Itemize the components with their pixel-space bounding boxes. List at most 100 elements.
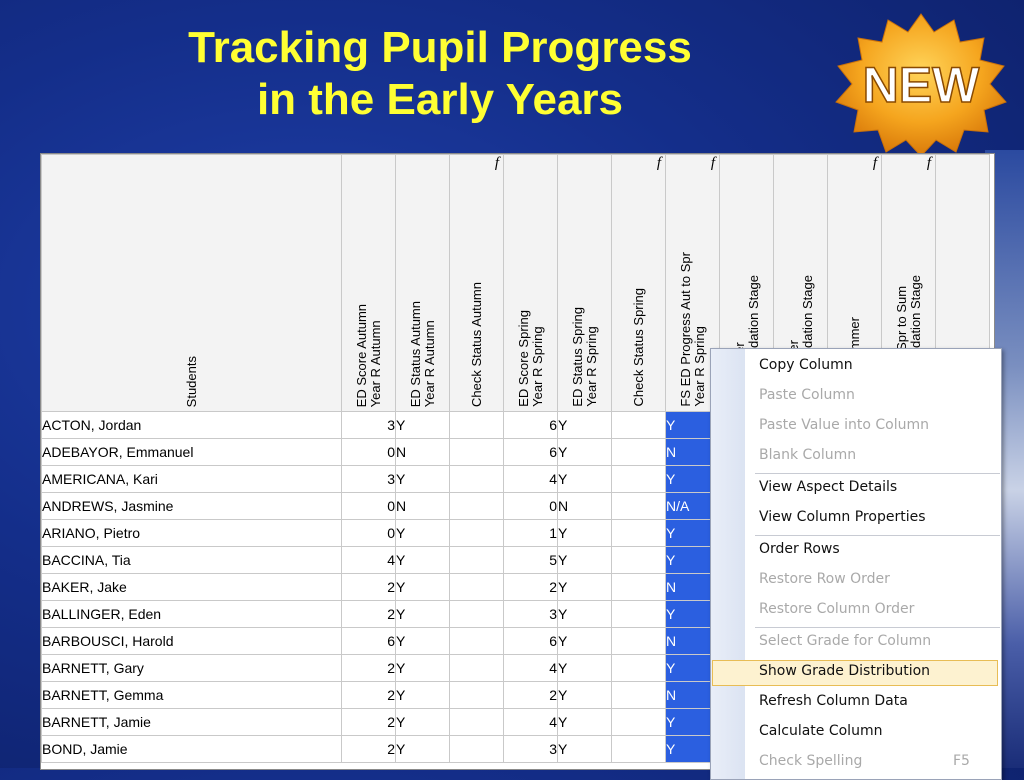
- autumn-status-cell[interactable]: Y: [395, 411, 450, 439]
- spring-status-cell[interactable]: Y: [557, 519, 612, 547]
- student-name-cell[interactable]: BARBOUSCI, Harold: [41, 627, 342, 655]
- spring-status-cell[interactable]: Y: [557, 627, 612, 655]
- student-name-cell[interactable]: ADEBAYOR, Emmanuel: [41, 438, 342, 466]
- column-header[interactable]: ED Status Spring Year R Spring: [557, 154, 612, 412]
- menu-item-restore-column-order[interactable]: Restore Column Order: [759, 601, 915, 617]
- spring-check-cell[interactable]: [611, 438, 666, 466]
- spring-check-cell[interactable]: [611, 492, 666, 520]
- autumn-score-cell[interactable]: 2: [341, 600, 396, 628]
- autumn-status-cell[interactable]: Y: [395, 708, 450, 736]
- spring-status-cell[interactable]: Y: [557, 465, 612, 493]
- spring-score-cell[interactable]: 2: [503, 681, 558, 709]
- menu-item-blank-column[interactable]: Blank Column: [759, 447, 857, 463]
- autumn-score-cell[interactable]: 2: [341, 681, 396, 709]
- menu-item-copy-column[interactable]: Copy Column: [759, 357, 853, 373]
- autumn-check-cell[interactable]: [449, 519, 504, 547]
- spring-score-cell[interactable]: 6: [503, 438, 558, 466]
- autumn-status-cell[interactable]: Y: [395, 573, 450, 601]
- autumn-status-cell[interactable]: Y: [395, 735, 450, 763]
- student-name-cell[interactable]: BAKER, Jake: [41, 573, 342, 601]
- autumn-score-cell[interactable]: 0: [341, 492, 396, 520]
- autumn-check-cell[interactable]: [449, 654, 504, 682]
- autumn-score-cell[interactable]: 2: [341, 654, 396, 682]
- spring-score-cell[interactable]: 4: [503, 654, 558, 682]
- student-name-cell[interactable]: BARNETT, Jamie: [41, 708, 342, 736]
- spring-check-cell[interactable]: [611, 411, 666, 439]
- autumn-check-cell[interactable]: [449, 465, 504, 493]
- spring-check-cell[interactable]: [611, 600, 666, 628]
- spring-score-cell[interactable]: 3: [503, 600, 558, 628]
- autumn-check-cell[interactable]: [449, 438, 504, 466]
- column-header[interactable]: ED Status Autumn Year R Autumn: [395, 154, 450, 412]
- autumn-check-cell[interactable]: [449, 492, 504, 520]
- menu-item-select-grade[interactable]: Select Grade for Column: [759, 633, 932, 649]
- autumn-check-cell[interactable]: [449, 681, 504, 709]
- column-header[interactable]: ED Score Autumn Year R Autumn: [341, 154, 396, 412]
- autumn-status-cell[interactable]: Y: [395, 519, 450, 547]
- autumn-check-cell[interactable]: [449, 573, 504, 601]
- spring-score-cell[interactable]: 0: [503, 492, 558, 520]
- autumn-score-cell[interactable]: 3: [341, 411, 396, 439]
- spring-score-cell[interactable]: 1: [503, 519, 558, 547]
- spring-status-cell[interactable]: Y: [557, 411, 612, 439]
- spring-status-cell[interactable]: Y: [557, 600, 612, 628]
- spring-check-cell[interactable]: [611, 573, 666, 601]
- spring-score-cell[interactable]: 5: [503, 546, 558, 574]
- autumn-score-cell[interactable]: 6: [341, 627, 396, 655]
- column-header[interactable]: ED Score Spring Year R Spring: [503, 154, 558, 412]
- autumn-score-cell[interactable]: 2: [341, 735, 396, 763]
- autumn-score-cell[interactable]: 2: [341, 573, 396, 601]
- autumn-score-cell[interactable]: 4: [341, 546, 396, 574]
- spring-check-cell[interactable]: [611, 654, 666, 682]
- menu-item-restore-row-order[interactable]: Restore Row Order: [759, 571, 890, 587]
- spring-status-cell[interactable]: Y: [557, 438, 612, 466]
- autumn-status-cell[interactable]: Y: [395, 465, 450, 493]
- autumn-score-cell[interactable]: 3: [341, 465, 396, 493]
- spring-status-cell[interactable]: N: [557, 492, 612, 520]
- autumn-check-cell[interactable]: [449, 411, 504, 439]
- autumn-status-cell[interactable]: N: [395, 492, 450, 520]
- autumn-check-cell[interactable]: [449, 735, 504, 763]
- student-name-cell[interactable]: BOND, Jamie: [41, 735, 342, 763]
- spring-status-cell[interactable]: Y: [557, 546, 612, 574]
- student-name-cell[interactable]: BARNETT, Gary: [41, 654, 342, 682]
- spring-check-cell[interactable]: [611, 735, 666, 763]
- spring-score-cell[interactable]: 6: [503, 411, 558, 439]
- autumn-status-cell[interactable]: Y: [395, 600, 450, 628]
- spring-score-cell[interactable]: 4: [503, 708, 558, 736]
- spring-status-cell[interactable]: Y: [557, 681, 612, 709]
- menu-item-show-grade-distribution[interactable]: Show Grade Distribution: [759, 663, 931, 679]
- student-name-cell[interactable]: ANDREWS, Jasmine: [41, 492, 342, 520]
- menu-item-check-spelling[interactable]: Check Spelling F5: [759, 750, 970, 772]
- autumn-status-cell[interactable]: Y: [395, 654, 450, 682]
- autumn-score-cell[interactable]: 0: [341, 519, 396, 547]
- menu-item-refresh-column-data[interactable]: Refresh Column Data: [759, 693, 908, 709]
- spring-score-cell[interactable]: 3: [503, 735, 558, 763]
- menu-item-view-aspect-details[interactable]: View Aspect Details: [759, 479, 898, 495]
- spring-check-cell[interactable]: [611, 708, 666, 736]
- autumn-status-cell[interactable]: Y: [395, 681, 450, 709]
- spring-check-cell[interactable]: [611, 546, 666, 574]
- student-name-cell[interactable]: BALLINGER, Eden: [41, 600, 342, 628]
- spring-status-cell[interactable]: Y: [557, 573, 612, 601]
- spring-status-cell[interactable]: Y: [557, 735, 612, 763]
- autumn-check-cell[interactable]: [449, 546, 504, 574]
- spring-status-cell[interactable]: Y: [557, 708, 612, 736]
- spring-check-cell[interactable]: [611, 681, 666, 709]
- spring-check-cell[interactable]: [611, 519, 666, 547]
- student-name-cell[interactable]: AMERICANA, Kari: [41, 465, 342, 493]
- autumn-score-cell[interactable]: 0: [341, 438, 396, 466]
- column-header-students[interactable]: Students: [41, 154, 342, 412]
- menu-item-calculate-column[interactable]: Calculate Column: [759, 723, 883, 739]
- context-menu[interactable]: Copy Column Paste Column Paste Value int…: [710, 348, 1002, 780]
- autumn-check-cell[interactable]: [449, 600, 504, 628]
- column-header[interactable]: Check Status Spring f: [611, 154, 666, 412]
- spring-score-cell[interactable]: 4: [503, 465, 558, 493]
- autumn-score-cell[interactable]: 2: [341, 708, 396, 736]
- spring-score-cell[interactable]: 6: [503, 627, 558, 655]
- column-header[interactable]: Check Status Autumn f: [449, 154, 504, 412]
- spring-check-cell[interactable]: [611, 465, 666, 493]
- spring-check-cell[interactable]: [611, 627, 666, 655]
- student-name-cell[interactable]: ARIANO, Pietro: [41, 519, 342, 547]
- student-name-cell[interactable]: ACTON, Jordan: [41, 411, 342, 439]
